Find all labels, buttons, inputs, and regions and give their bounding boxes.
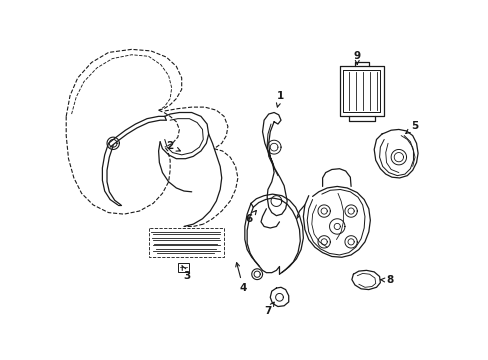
Text: 8: 8 (380, 275, 392, 285)
Text: 9: 9 (353, 50, 360, 64)
Text: 6: 6 (245, 211, 256, 224)
Text: 4: 4 (235, 263, 246, 293)
Bar (178, 263, 189, 272)
Text: 3: 3 (182, 265, 190, 281)
Text: 1: 1 (276, 91, 284, 107)
Text: 7: 7 (264, 302, 274, 316)
Text: 5: 5 (405, 121, 418, 133)
Text: 2: 2 (166, 141, 180, 151)
